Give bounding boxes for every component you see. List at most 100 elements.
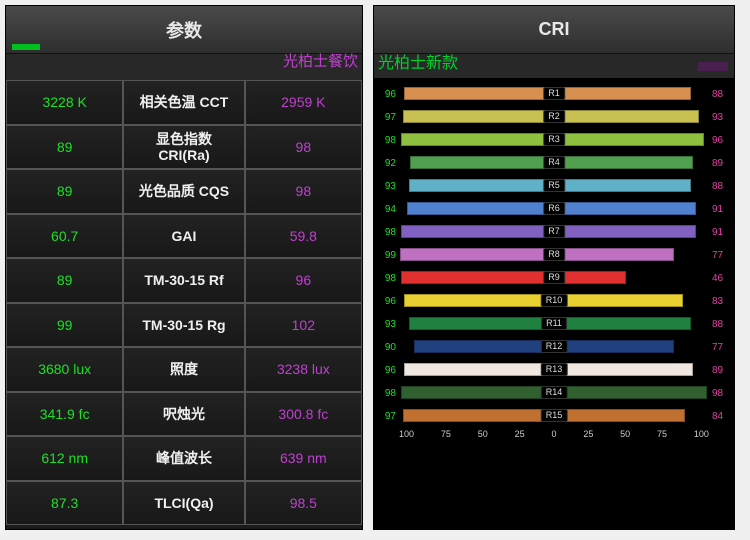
cri-bar-left	[410, 156, 554, 169]
cri-bar-row: 96R1083	[380, 291, 728, 312]
cri-bar-left	[401, 271, 554, 284]
cri-bar-row: 92R489	[380, 153, 728, 174]
axis-tick: 75	[441, 429, 451, 439]
cri-value-left: 94	[380, 204, 398, 215]
param-value-left: 99	[6, 303, 123, 348]
cri-bar-row: 97R293	[380, 107, 728, 128]
param-value-left: 89	[6, 125, 123, 170]
cri-bar-right	[554, 386, 707, 399]
cri-bar-left	[414, 340, 554, 353]
param-value-right: 98	[245, 125, 362, 170]
param-label: 显色指数CRI(Ra)	[123, 125, 244, 170]
cri-value-left: 96	[380, 89, 398, 100]
cri-bar-right	[554, 340, 674, 353]
cri-chart: 96R18897R29398R39692R48993R58894R69198R7…	[374, 78, 734, 529]
param-value-left: 341.9 fc	[6, 392, 123, 437]
cri-bar-label: R15	[541, 409, 568, 422]
cri-value-right: 84	[710, 411, 728, 422]
cri-bar-left	[409, 179, 554, 192]
cri-bar-left	[403, 409, 554, 422]
params-panel: 参数 光柏士餐饮 3228 K相关色温 CCT2959 K89显色指数CRI(R…	[5, 5, 363, 530]
param-value-right: 98.5	[245, 481, 362, 526]
cri-axis: 1007550250255075100	[380, 429, 728, 439]
cri-bar-pair: R11	[398, 314, 710, 335]
param-row: 89显色指数CRI(Ra)98	[6, 125, 362, 170]
cri-bar-right	[554, 156, 693, 169]
cri-bar-left	[400, 248, 554, 261]
cri-value-right: 88	[710, 319, 728, 330]
param-value-right: 96	[245, 258, 362, 303]
cri-value-left: 99	[380, 250, 398, 261]
axis-tick: 25	[515, 429, 525, 439]
cri-bar-right	[554, 179, 691, 192]
cri-value-right: 89	[710, 158, 728, 169]
cri-bar-pair: R13	[398, 360, 710, 381]
cri-bar-label: R2	[543, 110, 565, 123]
cri-bar-left	[401, 225, 554, 238]
left-accent	[12, 44, 40, 50]
cri-bar-row: 98R1498	[380, 383, 728, 404]
cri-bar-pair: R12	[398, 337, 710, 358]
cri-value-right: 89	[710, 365, 728, 376]
cri-value-left: 90	[380, 342, 398, 353]
param-row: 3680 lux照度3238 lux	[6, 347, 362, 392]
cri-bar-label: R6	[543, 202, 565, 215]
cri-bar-right	[554, 87, 691, 100]
cri-header: CRI 光柏士新款	[374, 6, 734, 54]
cri-bar-label: R1	[543, 87, 565, 100]
cri-title: CRI	[539, 19, 570, 40]
param-row: 612 nm峰值波长639 nm	[6, 436, 362, 481]
param-value-right: 102	[245, 303, 362, 348]
param-row: 60.7GAI59.8	[6, 214, 362, 259]
cri-panel: CRI 光柏士新款 96R18897R29398R39692R48993R588…	[373, 5, 735, 530]
cri-bar-left	[404, 87, 554, 100]
param-value-left: 89	[6, 258, 123, 303]
axis-tick: 50	[478, 429, 488, 439]
cri-value-right: 91	[710, 204, 728, 215]
cri-value-left: 93	[380, 181, 398, 192]
cri-bar-row: 99R877	[380, 245, 728, 266]
cri-bar-label: R7	[543, 225, 565, 238]
cri-value-right: 46	[710, 273, 728, 284]
cri-value-left: 98	[380, 135, 398, 146]
cri-bar-label: R8	[543, 248, 565, 261]
params-title: 参数	[166, 17, 202, 43]
cri-value-left: 98	[380, 388, 398, 399]
cri-value-right: 88	[710, 89, 728, 100]
cri-value-left: 96	[380, 365, 398, 376]
cri-bar-label: R4	[543, 156, 565, 169]
param-row: 87.3TLCI(Qa)98.5	[6, 481, 362, 526]
cri-bar-pair: R5	[398, 176, 710, 197]
cri-bar-pair: R9	[398, 268, 710, 289]
cri-bar-left	[404, 363, 554, 376]
param-row: 89TM-30-15 Rf96	[6, 258, 362, 303]
cri-bar-pair: R3	[398, 130, 710, 151]
param-row: 89光色品质 CQS98	[6, 169, 362, 214]
axis-tick: 100	[399, 429, 414, 439]
cri-bar-label: R5	[543, 179, 565, 192]
param-value-right: 300.8 fc	[245, 392, 362, 437]
cri-bar-right	[554, 202, 696, 215]
param-label: TM-30-15 Rf	[123, 258, 244, 303]
cri-bar-pair: R2	[398, 107, 710, 128]
param-label: TM-30-15 Rg	[123, 303, 244, 348]
axis-tick: 50	[620, 429, 630, 439]
cri-bar-right	[554, 248, 674, 261]
param-row: 3228 K相关色温 CCT2959 K	[6, 80, 362, 125]
param-label: GAI	[123, 214, 244, 259]
param-value-right: 3238 lux	[245, 347, 362, 392]
cri-bar-left	[403, 110, 554, 123]
cri-bar-row: 96R1389	[380, 360, 728, 381]
cri-bar-pair: R7	[398, 222, 710, 243]
cri-bar-row: 93R588	[380, 176, 728, 197]
cri-bar-pair: R10	[398, 291, 710, 312]
axis-tick: 100	[694, 429, 709, 439]
cri-bar-right	[554, 294, 683, 307]
cri-bar-pair: R8	[398, 245, 710, 266]
param-value-left: 3680 lux	[6, 347, 123, 392]
cri-subtitle-left: 光柏士新款	[378, 49, 458, 73]
param-value-right: 639 nm	[245, 436, 362, 481]
cri-value-right: 93	[710, 112, 728, 123]
param-value-left: 612 nm	[6, 436, 123, 481]
cri-bar-left	[401, 133, 554, 146]
